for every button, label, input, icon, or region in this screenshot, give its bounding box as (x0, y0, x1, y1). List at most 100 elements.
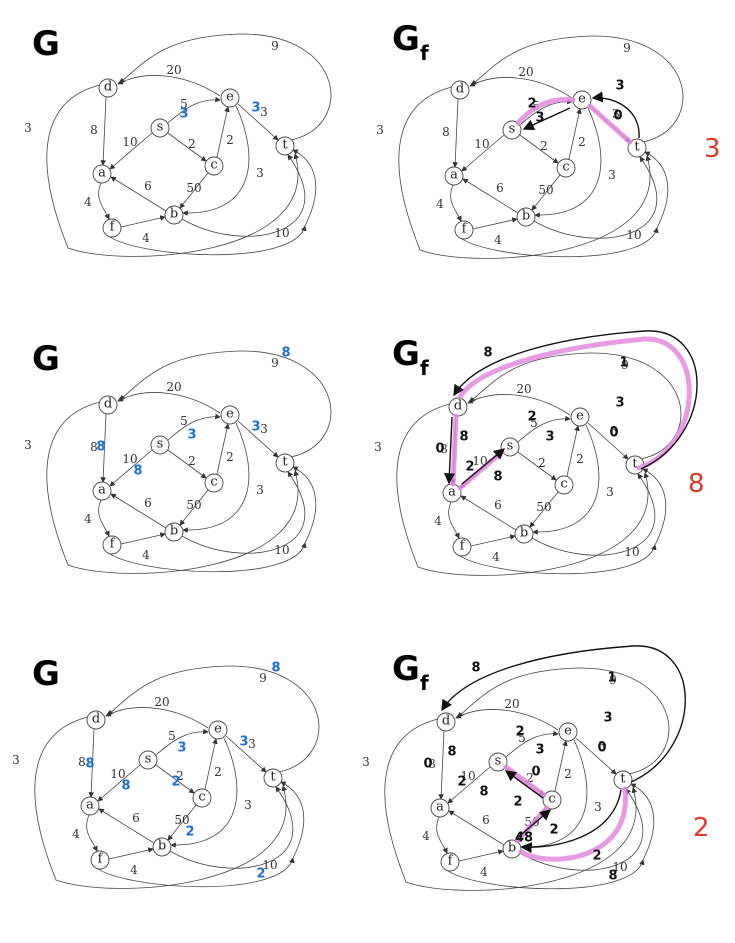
edge-f-loop (93, 857, 295, 888)
residual-label-row1-4: 3 (545, 430, 554, 445)
node-label-c: c (210, 475, 217, 490)
node-label-t: t (620, 772, 626, 787)
edge-d-a (100, 413, 107, 483)
cap-e-t: 3 (612, 107, 620, 121)
path-d-a (450, 413, 459, 487)
edge-e-d (455, 709, 559, 731)
title-g-row0: G (32, 24, 60, 64)
node-t: t (275, 136, 295, 156)
node-a: a (92, 481, 112, 501)
edge-e-d (105, 707, 209, 729)
edge-s-e (505, 730, 559, 758)
edge-e-b (182, 422, 250, 533)
cap-b-t: 10 (612, 860, 627, 874)
edge-e-t (237, 420, 279, 458)
cap-e-b: 3 (606, 485, 614, 499)
cap-loop: 3 (362, 755, 370, 769)
residual-label-row2-12: 2 (549, 823, 558, 838)
node-b: b (164, 205, 184, 225)
cap-e-d: 20 (518, 65, 533, 79)
node-label-f: f (110, 537, 116, 552)
node-c: c (192, 788, 212, 808)
residual-t-d (453, 330, 698, 470)
cap-e-b: 3 (594, 800, 602, 814)
node-label-b: b (508, 841, 516, 856)
edge-s-a (447, 766, 491, 804)
edge-d-loop (34, 716, 288, 889)
cap-c-b: 50 (536, 500, 551, 514)
residual-label-row2-3: 3 (603, 711, 612, 726)
cap-e-b: 3 (608, 168, 616, 182)
cap-s-a: 10 (110, 767, 125, 781)
edge-c-e (204, 738, 218, 790)
edge-b-a (460, 495, 517, 531)
node-s: s (150, 118, 170, 138)
cap-d-t: 9 (259, 671, 267, 685)
cap-s-c: 2 (188, 454, 196, 468)
cap-s-a: 10 (474, 137, 489, 151)
cap-e-d: 20 (504, 697, 519, 711)
node-label-a: a (450, 168, 458, 183)
node-label-d: d (454, 399, 462, 414)
cap-s-a: 10 (122, 452, 137, 466)
node-label-b: b (522, 209, 530, 224)
edge-d-a (438, 730, 445, 800)
node-e: e (220, 88, 240, 108)
title-gf-row2: G (392, 649, 420, 689)
edge-a-f (448, 501, 460, 539)
cap-s-c: 2 (526, 771, 534, 785)
node-a: a (444, 166, 464, 186)
cap-d-t: 9 (621, 358, 629, 372)
cap-a-f: 4 (84, 195, 92, 209)
flow-label-row2-0: 8 (271, 661, 280, 676)
cap-b-a: 6 (496, 181, 504, 195)
flow-label-row2-6: 2 (185, 825, 194, 840)
residual-label-row1-5: 0 (609, 426, 618, 441)
node-label-c: c (560, 477, 567, 492)
edge-e-d (117, 75, 221, 97)
edge-t-d (471, 35, 684, 143)
node-label-e: e (226, 407, 234, 422)
residual-t-b (520, 789, 622, 854)
augmenting-path-row0 (515, 96, 633, 145)
cap-s-e: 5 (530, 416, 538, 430)
flow-label-row2-3: 3 (177, 741, 186, 756)
cap-f-b: 4 (142, 231, 150, 245)
residual-label-row2-6: 0 (423, 757, 432, 772)
edge-b-t (181, 471, 305, 554)
node-d: d (86, 710, 106, 730)
bottleneck-row1: 8 (688, 469, 705, 499)
flow-label-row0-0: 3 (179, 107, 188, 122)
cap-a-f: 4 (434, 514, 442, 528)
flow-label-row1-0: 8 (281, 346, 290, 361)
cap-b-t: 10 (274, 226, 289, 240)
cap-e-d: 20 (154, 695, 169, 709)
residual-label-row2-10: 0 (531, 765, 540, 780)
cap-f-b: 4 (480, 865, 488, 879)
cap-s-a: 10 (460, 769, 475, 783)
edge-s-a (109, 132, 153, 170)
flow-label-row2-5: 2 (171, 775, 180, 790)
cap-loop: 3 (376, 123, 384, 137)
residual-label-row2-5: 0 (597, 741, 606, 756)
edge-c-b (531, 174, 561, 211)
edge-b-a (110, 176, 167, 212)
residual-back-e-s (522, 107, 571, 131)
cap-s-e: 5 (518, 731, 526, 745)
edge-c-e (216, 106, 230, 158)
node-label-f: f (98, 852, 104, 867)
edge-e-t (587, 422, 629, 460)
node-t: t (263, 768, 283, 788)
cap-c-b: 50 (186, 181, 201, 195)
edge-c-e (554, 740, 568, 792)
node-label-t: t (282, 455, 288, 470)
cap-d-t: 9 (609, 673, 617, 687)
cap-d-a: 8 (440, 442, 448, 456)
node-t: t (627, 138, 647, 158)
node-label-a: a (448, 485, 456, 500)
node-s: s (502, 120, 522, 140)
